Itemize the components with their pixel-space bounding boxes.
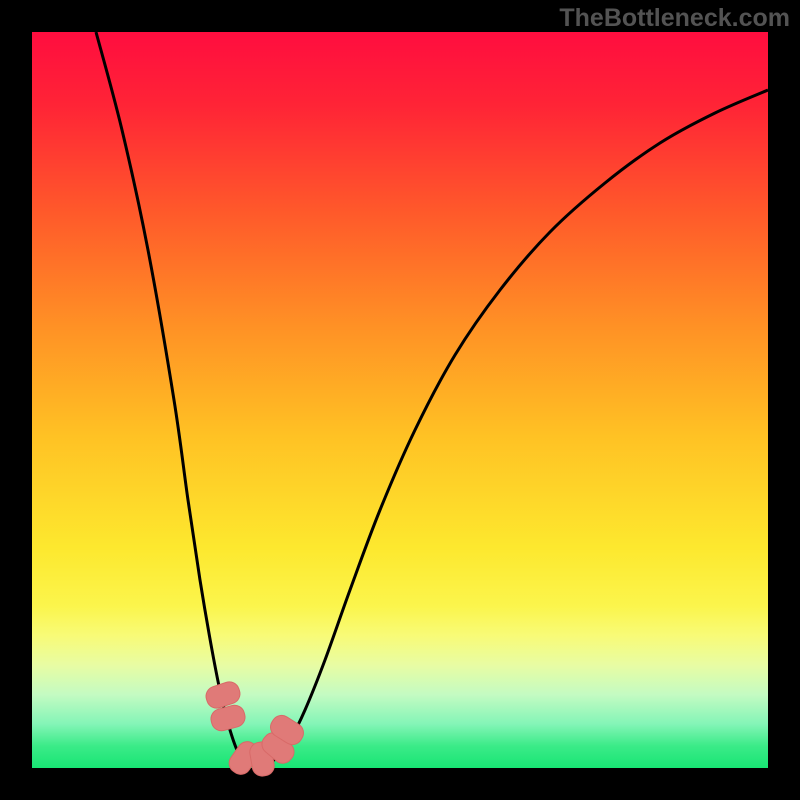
plot-background	[32, 32, 768, 768]
watermark-text: TheBottleneck.com	[559, 4, 790, 33]
chart-svg	[0, 0, 800, 800]
chart-root: TheBottleneck.com	[0, 0, 800, 800]
